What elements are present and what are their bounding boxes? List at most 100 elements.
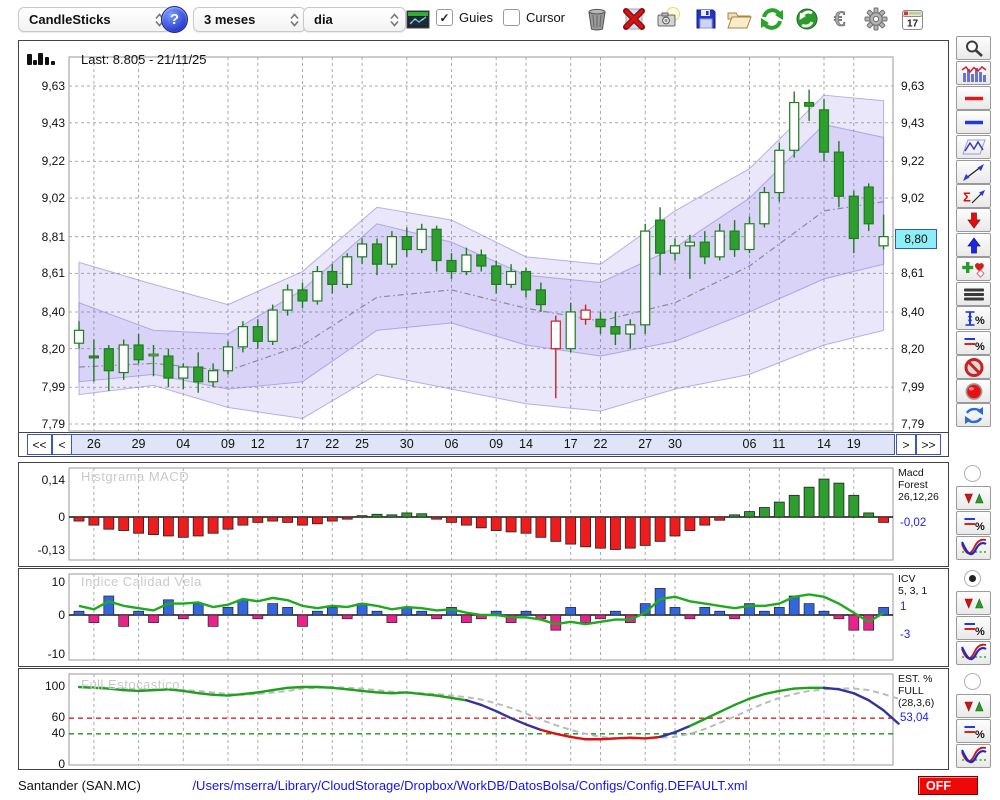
icv-y-label: 10 [51, 575, 65, 589]
off-toggle-button[interactable]: OFF [918, 776, 978, 795]
stoch-updown-arrows-button[interactable] [956, 694, 991, 718]
icv-y-label: -10 [47, 647, 65, 661]
interval-select[interactable]: dia [303, 7, 406, 32]
sync-green-button[interactable] [793, 5, 821, 33]
icv-panel-radio[interactable] [964, 570, 981, 587]
price-axis-label: 7,79 [901, 417, 925, 431]
calendar-button[interactable]: 17 [898, 5, 926, 33]
macd-lines-percent-button[interactable]: % [956, 511, 991, 535]
range-select[interactable]: 3 meses [193, 7, 306, 32]
list-lines-button[interactable] [956, 282, 991, 306]
zigzag-button[interactable] [956, 135, 991, 159]
trash-button[interactable] [583, 5, 611, 33]
hline-red-button[interactable] [956, 86, 991, 110]
help-button[interactable]: ? [161, 6, 188, 33]
date-tick-label: 27 [638, 437, 653, 451]
euro-button[interactable]: € [828, 5, 856, 33]
date-tick-label: 30 [399, 437, 414, 451]
zigzag-icon [961, 139, 986, 154]
date-tick-label: 17 [295, 437, 310, 451]
stochastic-canvas[interactable] [19, 669, 946, 767]
macd-y-label: -0,13 [37, 543, 65, 557]
settings-gear-button[interactable] [862, 5, 890, 33]
nav-prev-button[interactable]: < [52, 434, 72, 455]
sigma-trend-button[interactable]: Σ [956, 184, 991, 208]
open-folder-button[interactable] [725, 5, 753, 33]
sigma-trend-icon: Σ [963, 189, 985, 204]
icv-curve-indicator-button[interactable] [956, 641, 991, 665]
stoch-y-label: 100 [44, 679, 65, 693]
hline-blue-icon [964, 120, 983, 124]
stoch-panel-radio[interactable] [964, 673, 981, 690]
cursor-checkbox[interactable]: Cursor [503, 9, 565, 26]
arrow-up-blue-button[interactable] [956, 233, 991, 257]
stoch-y-label: 60 [51, 710, 65, 724]
macd-updown-arrows-button[interactable] [956, 486, 991, 510]
add-marks-button[interactable] [956, 257, 991, 281]
add-marks-icon [961, 261, 985, 278]
macd-watermark: Histgrama MACD [81, 469, 190, 484]
delete-x-button[interactable] [620, 5, 648, 33]
price-axis-label: 8,20 [901, 341, 925, 356]
macd-curve-indicator-button[interactable] [956, 536, 991, 560]
forbidden-button[interactable] [956, 355, 991, 379]
macd-params-label: 26,12,26 [898, 491, 939, 503]
indicator-chart-button[interactable] [956, 61, 991, 85]
date-tick-label: 26 [86, 437, 101, 451]
zoom-button[interactable] [956, 36, 991, 60]
date-tick-label: 12 [250, 437, 265, 451]
lines-percent-icon: % [964, 622, 985, 638]
snapshot-button[interactable] [655, 5, 683, 33]
lines-percent-button[interactable]: % [956, 331, 991, 355]
date-tick-label: 09 [221, 437, 235, 451]
icv-updown-arrows-button[interactable] [956, 591, 991, 615]
last-price-label: Last: 8.805 - 21/11/25 [81, 52, 207, 67]
sync-blue-button[interactable] [956, 403, 991, 427]
save-disk-button[interactable] [692, 5, 720, 33]
date-tick-label: 09 [489, 437, 504, 451]
config-path-link[interactable]: /Users/mserra/Library/CloudStorage/Dropb… [192, 778, 748, 793]
hline-blue-button[interactable] [956, 110, 991, 134]
price-axis-label: 7,79 [41, 417, 65, 431]
guies-checkbox[interactable]: ✓ Guies [436, 9, 493, 26]
record-button[interactable] [956, 379, 991, 403]
icv-watermark: Indice Calidad Vela [81, 574, 202, 589]
refresh-green-button[interactable] [758, 5, 786, 33]
icv-params-label: ICV [898, 573, 916, 585]
main-chart-canvas[interactable] [19, 41, 946, 432]
macd-canvas[interactable] [19, 463, 946, 564]
stoch-params-label: FULL [898, 685, 924, 697]
svg-text:%: % [975, 626, 985, 638]
chart-type-value: CandleSticks [29, 12, 111, 27]
record-icon [965, 382, 982, 400]
euro-icon: € [834, 7, 846, 31]
zoom-icon [965, 40, 983, 57]
stoch-y-label: 0 [58, 757, 65, 771]
chart-config-button[interactable] [404, 5, 432, 33]
date-tick-label: 11 [772, 437, 786, 451]
refresh-green-icon [761, 8, 783, 30]
icv-canvas[interactable] [19, 569, 946, 664]
date-tick-label: 19 [846, 437, 861, 451]
curve-indicator-icon [960, 643, 987, 661]
chart-type-select[interactable]: CandleSticks [18, 7, 171, 32]
stoch-curve-indicator-button[interactable] [956, 744, 991, 768]
arrow-down-red-button[interactable] [956, 208, 991, 232]
macd-panel-radio[interactable] [964, 465, 981, 482]
trendline-button[interactable] [956, 160, 991, 184]
date-tick-label: 17 [563, 437, 578, 451]
nav-first-button[interactable]: << [27, 434, 52, 455]
guies-label: Guies [459, 10, 493, 25]
indicator-chart-icon [961, 65, 986, 82]
icv-lines-percent-button[interactable]: % [956, 616, 991, 640]
price-axis-label: 9,43 [901, 115, 925, 130]
date-scrollbar[interactable]: 26 29 04 09 12 17 22 25 30 06 09 14 17 22 27 30 06 11 14 19 [71, 434, 895, 455]
interval-value: dia [314, 12, 333, 27]
nav-next-button[interactable]: > [896, 434, 916, 455]
nav-last-button[interactable]: >> [916, 434, 941, 455]
vrange-percent-button[interactable]: % [956, 306, 991, 330]
price-axis-label: 9,43 [41, 115, 65, 130]
date-tick-label: 06 [444, 437, 459, 451]
stoch-lines-percent-button[interactable]: % [956, 719, 991, 743]
